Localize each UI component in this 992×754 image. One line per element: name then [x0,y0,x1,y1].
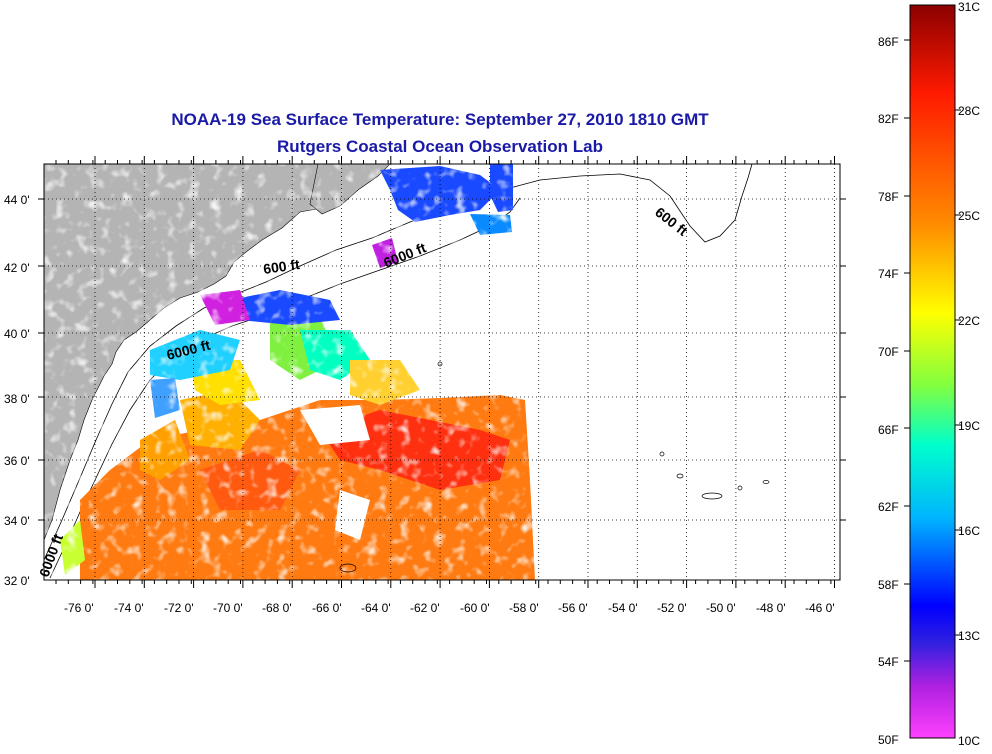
lon-label: -60 0' [460,601,490,615]
map-title: NOAA-19 Sea Surface Temperature: Septemb… [171,110,709,129]
map-content [44,164,840,580]
lon-label: -56 0' [558,601,588,615]
colorbar-f-label: 86F [878,35,899,49]
sst-data [44,164,544,580]
latitude-axis: 44 0' 42 0' 40 0' 38 0' 36 0' 34 0' 32 0… [4,193,30,588]
lon-label: -54 0' [608,601,638,615]
colorbar-f-label: 66F [878,423,899,437]
lon-label: -68 0' [262,601,292,615]
colorbar-c-label: 16C [958,524,980,538]
colorbar-gradient [909,4,956,739]
map-subtitle: Rutgers Coastal Ocean Observation Lab [277,137,603,156]
colorbar: 86F 82F 78F 74F 70F 66F 62F 58F 54F 50F … [878,0,980,748]
colorbar-c-label: 31C [958,0,980,14]
colorbar-f-label: 78F [878,190,899,204]
lon-label: -46 0' [805,601,835,615]
colorbar-c-label: 28C [958,104,980,118]
lon-label: -64 0' [361,601,391,615]
longitude-axis: -76 0' -74 0' -72 0' -70 0' -68 0' -66 0… [64,601,835,615]
colorbar-c-label: 10C [958,734,980,748]
lon-label: -76 0' [64,601,94,615]
lat-label: 42 0' [4,261,30,275]
contour-label-600ft: 600 ft [262,256,301,277]
colorbar-f-label: 50F [878,733,899,747]
colorbar-f-label: 82F [878,112,899,126]
lat-label: 38 0' [4,392,30,406]
lat-label: 36 0' [4,454,30,468]
lon-label: -50 0' [706,601,736,615]
lat-label: 44 0' [4,193,30,207]
colorbar-f-label: 54F [878,655,899,669]
lon-label: -62 0' [410,601,440,615]
lat-label: 34 0' [4,514,30,528]
lon-label: -74 0' [114,601,144,615]
colorbar-c-label: 25C [958,209,980,223]
lon-label: -58 0' [509,601,539,615]
lat-label: 32 0' [4,574,30,588]
colorbar-c-label: 19C [958,419,980,433]
lon-label: -52 0' [657,601,687,615]
colorbar-f-label: 62F [878,500,899,514]
colorbar-f-label: 74F [878,267,899,281]
map-border [43,163,841,581]
lon-label: -72 0' [164,601,194,615]
colorbar-c-label: 22C [958,314,980,328]
lon-label: -48 0' [756,601,786,615]
lon-label: -66 0' [312,601,342,615]
grid-lines [44,164,840,580]
colorbar-f-label: 70F [878,345,899,359]
lat-label: 40 0' [4,327,30,341]
colorbar-f-label: 58F [878,578,899,592]
islands [339,361,770,573]
colorbar-c-label: 13C [958,629,980,643]
lon-label: -70 0' [213,601,243,615]
axis-ticks [38,156,846,588]
